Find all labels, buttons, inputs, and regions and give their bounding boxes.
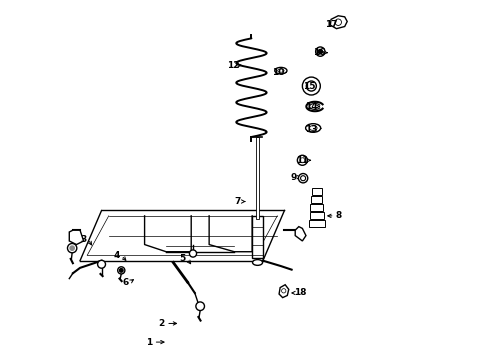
Circle shape [98, 260, 105, 268]
Circle shape [70, 246, 74, 250]
Text: 4: 4 [114, 251, 120, 260]
Circle shape [190, 250, 196, 257]
Text: 18: 18 [294, 288, 306, 297]
Polygon shape [256, 137, 259, 220]
Circle shape [300, 176, 306, 181]
Circle shape [282, 289, 286, 293]
Circle shape [306, 81, 317, 91]
Ellipse shape [275, 67, 287, 74]
Ellipse shape [309, 126, 317, 130]
Bar [311, 196, 322, 203]
Polygon shape [252, 216, 263, 258]
Bar [310, 204, 323, 211]
Text: 17: 17 [325, 19, 338, 28]
Text: 5: 5 [179, 255, 186, 264]
Text: 7: 7 [234, 197, 240, 206]
Circle shape [118, 267, 125, 274]
Ellipse shape [306, 124, 320, 132]
Bar [309, 220, 324, 226]
Text: 11: 11 [296, 156, 309, 165]
Circle shape [316, 47, 325, 56]
Circle shape [297, 155, 307, 165]
Polygon shape [279, 285, 289, 298]
Text: 14: 14 [305, 102, 318, 111]
Text: 1: 1 [146, 338, 152, 347]
Circle shape [302, 77, 320, 95]
Text: 3: 3 [80, 235, 87, 244]
Polygon shape [295, 226, 306, 241]
Circle shape [298, 174, 308, 183]
Bar [310, 212, 324, 219]
Text: 8: 8 [336, 211, 342, 220]
Polygon shape [69, 230, 84, 244]
Text: 9: 9 [291, 173, 297, 182]
Circle shape [335, 19, 342, 26]
Text: 13: 13 [305, 125, 318, 134]
Text: 10: 10 [272, 68, 285, 77]
Text: 16: 16 [313, 48, 326, 57]
Circle shape [300, 158, 305, 163]
Ellipse shape [252, 260, 263, 265]
Circle shape [68, 243, 77, 253]
Circle shape [196, 302, 204, 311]
Ellipse shape [278, 69, 284, 72]
Text: 6: 6 [122, 278, 128, 287]
Circle shape [120, 269, 123, 272]
Text: 15: 15 [303, 82, 315, 91]
Bar [312, 188, 322, 195]
Text: 2: 2 [159, 319, 165, 328]
Circle shape [318, 49, 322, 54]
Polygon shape [330, 16, 347, 29]
Text: 12: 12 [226, 61, 239, 70]
